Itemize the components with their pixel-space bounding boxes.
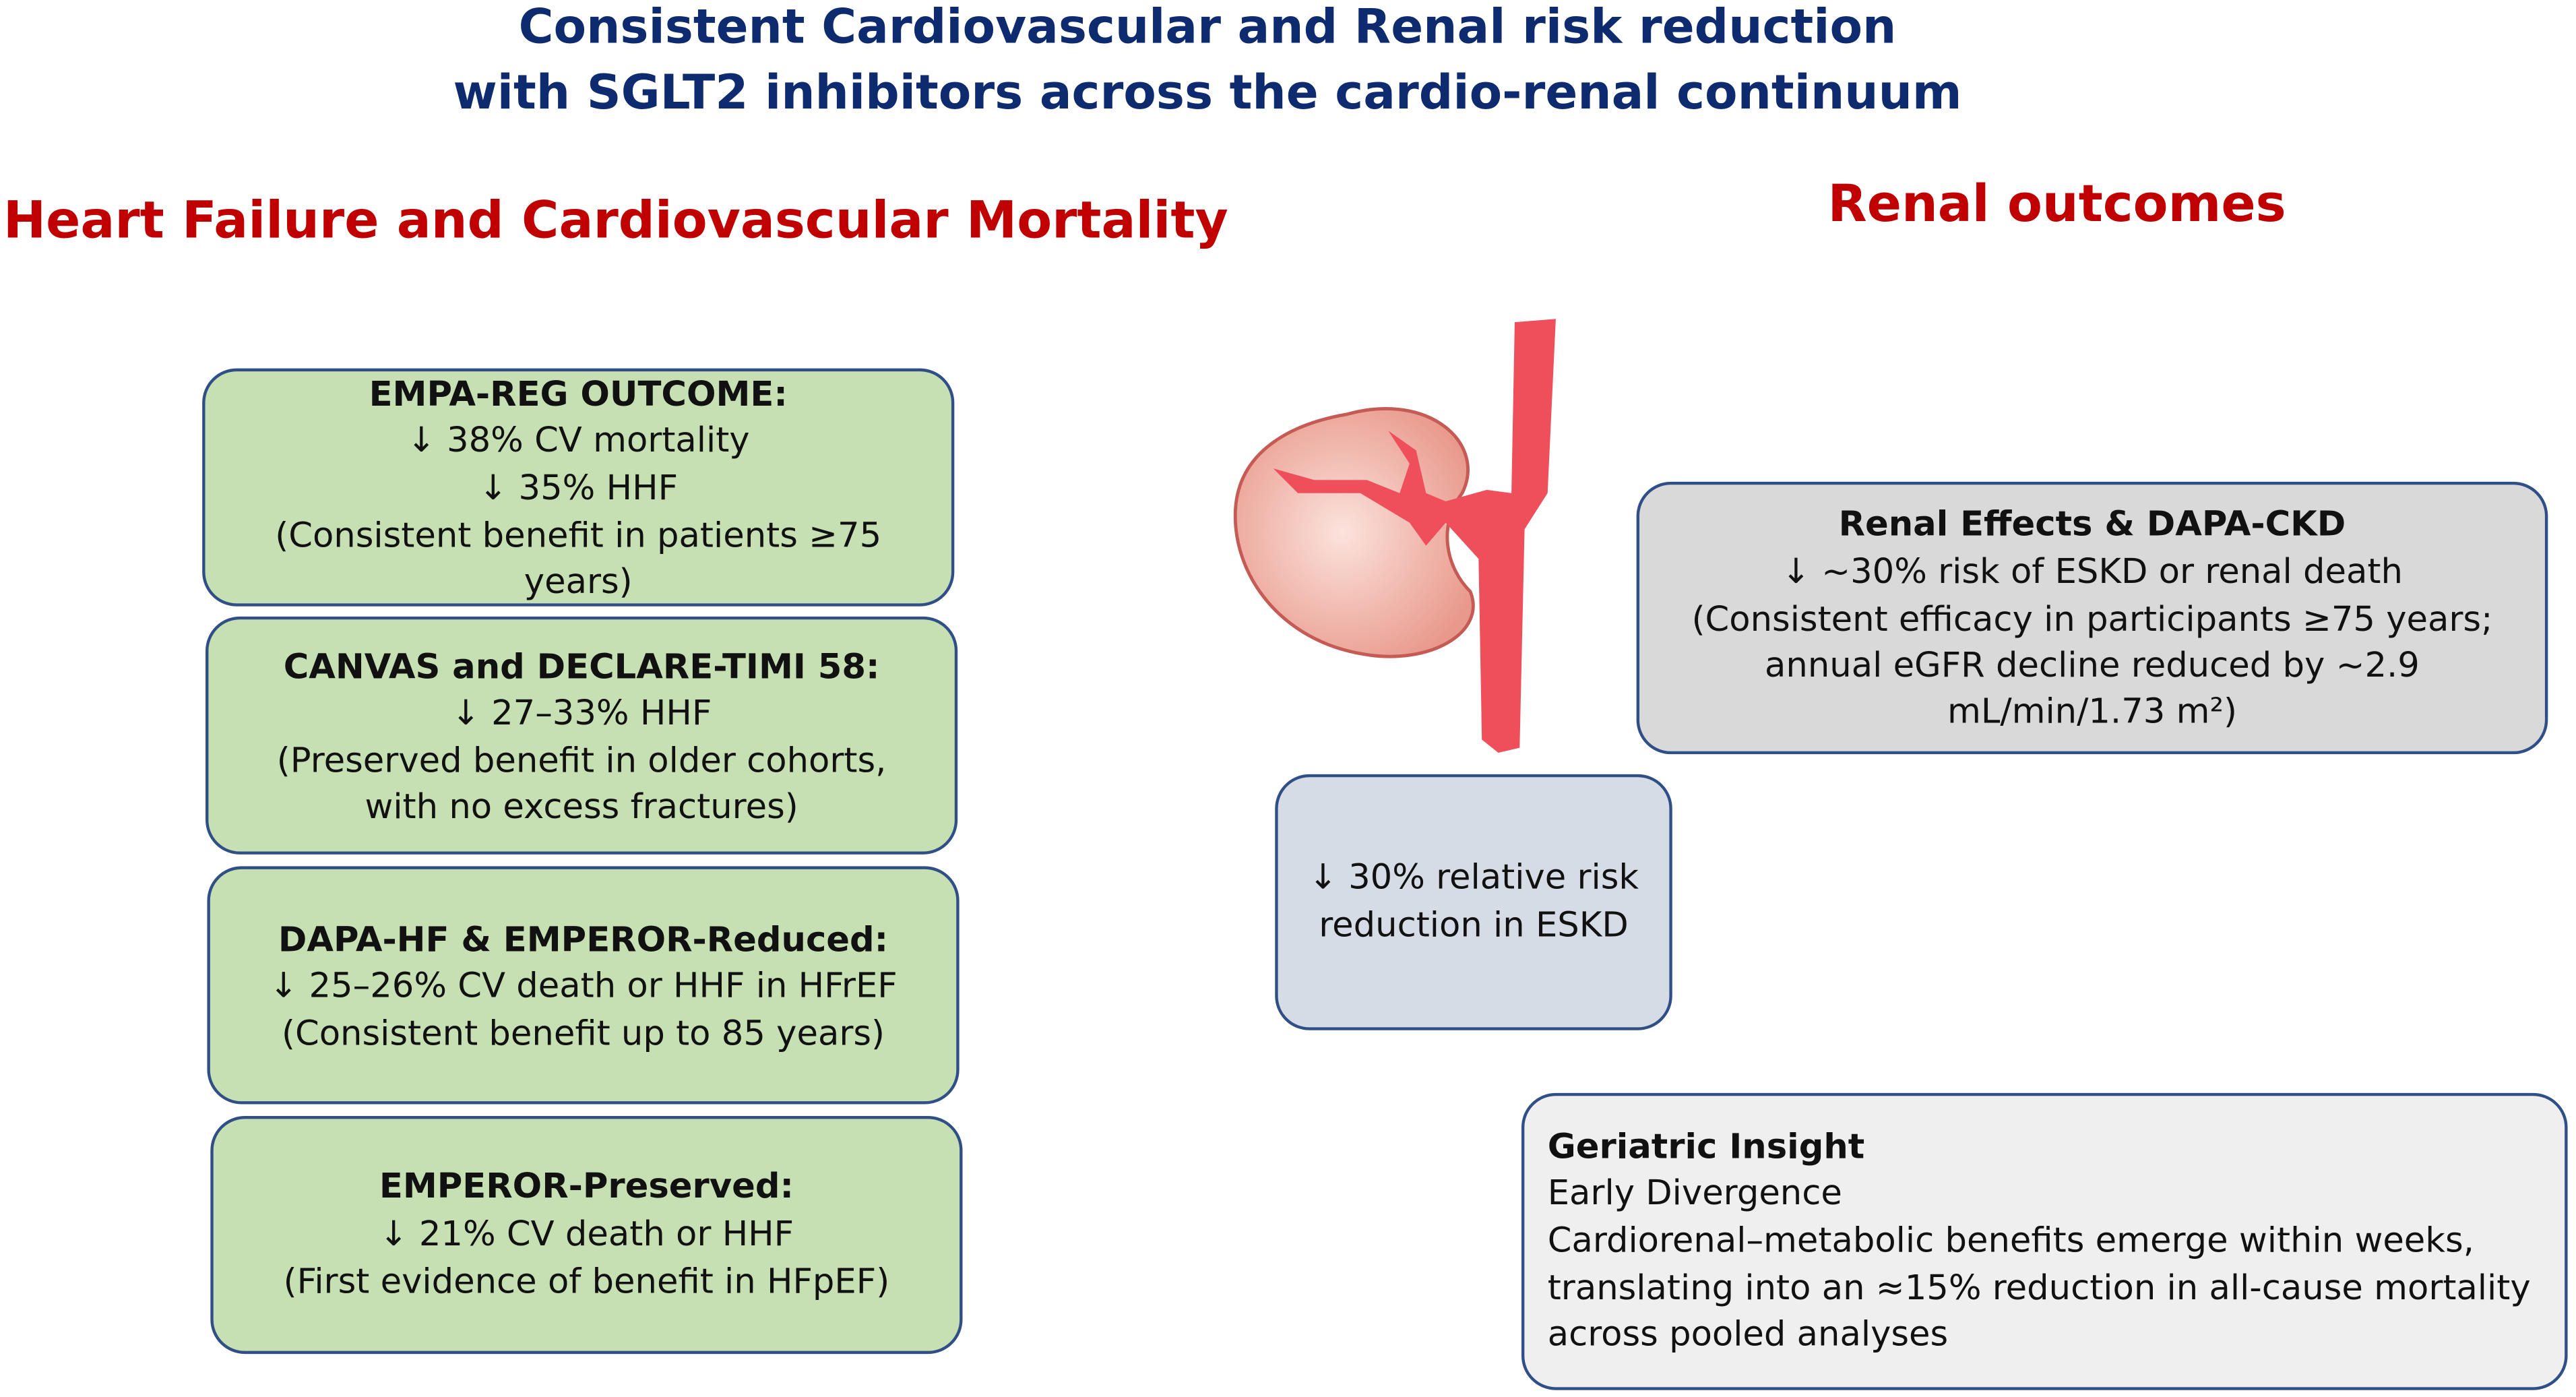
title-line: Consistent Cardiovascular and Renal risk…: [519, 0, 1897, 55]
title-line: with SGLT2 inhibitors across the cardio-…: [453, 64, 1961, 120]
box-title: CANVAS and DECLARE-TIMI 58:: [284, 647, 880, 687]
box-line: ↓ 35% HHF: [478, 468, 678, 508]
box-title: EMPEROR-Preserved:: [379, 1166, 794, 1206]
box-line: ↓ 38% CV mortality: [407, 420, 750, 460]
section-heading: Renal outcomes: [1828, 174, 2286, 233]
box-title: EMPA-REG OUTCOME:: [369, 374, 788, 414]
box-title: Renal Effects & DAPA-CKD: [1839, 503, 2346, 544]
box-line: annual eGFR decline reduced by ~2.9: [1765, 645, 2420, 685]
info-box: [1521, 1092, 2568, 1390]
info-box: [207, 866, 960, 1105]
box-line: ↓ 21% CV death or HHF: [379, 1214, 794, 1254]
info-box: [202, 368, 955, 607]
section-heading: Heart Failure and Cardiovascular Mortali…: [3, 190, 1228, 249]
box-line: with no excess fractures): [365, 786, 798, 827]
box-line: (Consistent efficacy in participants ≥75…: [1692, 599, 2493, 640]
box-line: mL/min/1.73 m²): [1947, 691, 2237, 731]
box-line: (First evidence of benefit in HFpEF): [284, 1261, 890, 1301]
box-line: (Consistent benefit up to 85 years): [282, 1013, 885, 1053]
box-line: ↓ 27–33% HHF: [451, 693, 712, 733]
box-line: Cardiorenal–metabolic benefits emerge wi…: [1548, 1220, 2474, 1261]
box-line: reduction in ESKD: [1319, 904, 1629, 945]
box-line: ↓ ~30% risk of ESKD or renal death: [1782, 551, 2403, 592]
box-title: Geriatric Insight: [1548, 1127, 1865, 1167]
box-line: Early Divergence: [1548, 1173, 1842, 1213]
info-box: [1636, 481, 2548, 755]
info-box: [206, 616, 958, 855]
box-line: ↓ 30% relative risk: [1309, 857, 1639, 898]
box-line: across pooled analyses: [1548, 1313, 1948, 1354]
box-line: (Preserved benefit in older cohorts,: [277, 741, 887, 781]
box-line: ↓ 25–26% CV death or HHF in HFrEF: [269, 966, 897, 1006]
info-box: [210, 1116, 963, 1355]
box-line: years): [524, 561, 633, 602]
info-box: [1275, 774, 1672, 1030]
box-line: (Consistent benefit in patients ≥75: [275, 516, 881, 556]
box-title: DAPA-HF & EMPEROR-Reduced:: [278, 919, 888, 960]
kidney-illustration: [1233, 319, 1556, 753]
box-line: translating into an ≈15% reduction in al…: [1548, 1268, 2531, 1308]
